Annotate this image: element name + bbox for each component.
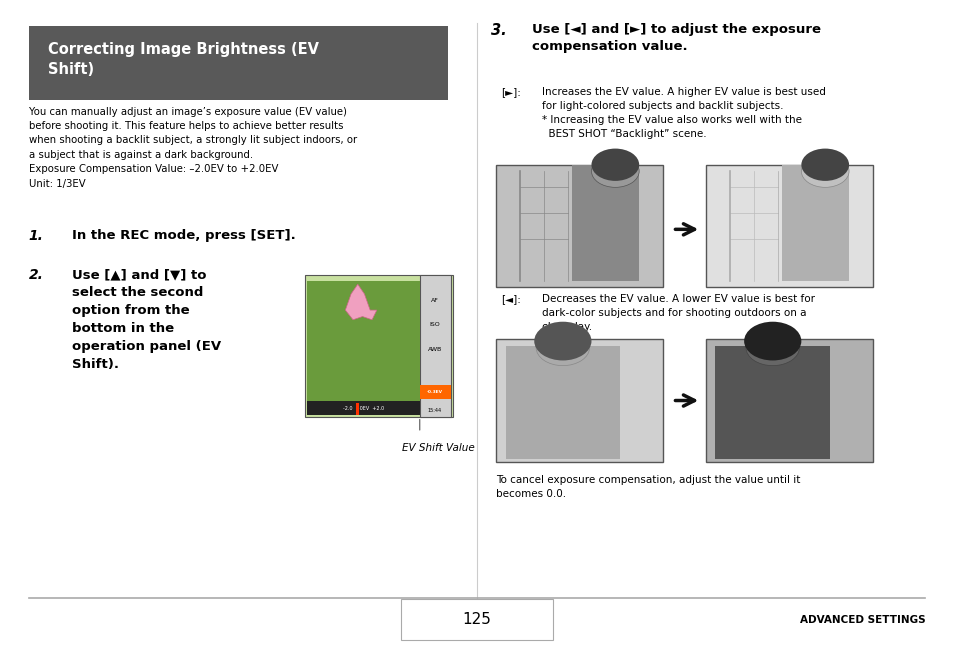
Text: 3.: 3. xyxy=(491,23,506,37)
Text: EV Shift Value: EV Shift Value xyxy=(402,443,475,452)
Text: Decreases the EV value. A lower EV value is best for
dark-color subjects and for: Decreases the EV value. A lower EV value… xyxy=(541,294,814,332)
Bar xyxy=(400,599,553,640)
Bar xyxy=(419,385,451,399)
Text: 15:44: 15:44 xyxy=(428,408,441,413)
Circle shape xyxy=(745,329,799,366)
Bar xyxy=(715,346,829,459)
Text: AF: AF xyxy=(431,298,438,303)
Bar xyxy=(496,339,662,462)
Bar xyxy=(419,275,451,417)
Bar xyxy=(307,281,419,413)
Bar xyxy=(705,165,872,287)
Polygon shape xyxy=(345,284,376,320)
Bar xyxy=(355,403,358,415)
Text: [◄]:: [◄]: xyxy=(500,294,520,304)
Bar xyxy=(496,165,662,287)
Text: 125: 125 xyxy=(462,612,491,627)
Text: 2.: 2. xyxy=(29,268,44,282)
Text: Use [◄] and [►] to adjust the exposure
compensation value.: Use [◄] and [►] to adjust the exposure c… xyxy=(532,23,821,53)
Circle shape xyxy=(743,322,801,360)
Text: ISO: ISO xyxy=(429,322,440,328)
Text: AWB: AWB xyxy=(428,347,441,352)
Text: 1.: 1. xyxy=(29,229,44,244)
Text: -0.3EV: -0.3EV xyxy=(427,390,442,394)
Text: [►]:: [►]: xyxy=(500,87,520,97)
Bar xyxy=(505,346,619,459)
Text: -2.0  +0EV  +2.0: -2.0 +0EV +2.0 xyxy=(342,406,384,411)
Bar xyxy=(781,165,848,281)
Text: ADVANCED SETTINGS: ADVANCED SETTINGS xyxy=(799,614,924,625)
Text: You can manually adjust an image’s exposure value (EV value)
before shooting it.: You can manually adjust an image’s expos… xyxy=(29,107,356,189)
Bar xyxy=(307,401,419,415)
Text: Correcting Image Brightness (EV
Shift): Correcting Image Brightness (EV Shift) xyxy=(48,42,318,77)
Bar xyxy=(705,339,872,462)
Text: Use [▲] and [▼] to
select the second
option from the
bottom in the
operation pan: Use [▲] and [▼] to select the second opt… xyxy=(71,268,220,371)
Circle shape xyxy=(534,322,591,360)
Bar xyxy=(29,26,448,100)
Text: In the REC mode, press [SET].: In the REC mode, press [SET]. xyxy=(71,229,295,242)
Circle shape xyxy=(801,149,848,181)
Circle shape xyxy=(801,155,848,187)
Circle shape xyxy=(591,155,639,187)
Text: Increases the EV value. A higher EV value is best used
for light-colored subject: Increases the EV value. A higher EV valu… xyxy=(541,87,825,139)
Bar xyxy=(572,165,639,281)
Circle shape xyxy=(591,149,639,181)
Text: To cancel exposure compensation, adjust the value until it
becomes 0.0.: To cancel exposure compensation, adjust … xyxy=(496,475,800,499)
Circle shape xyxy=(536,329,589,366)
Bar xyxy=(305,275,453,417)
